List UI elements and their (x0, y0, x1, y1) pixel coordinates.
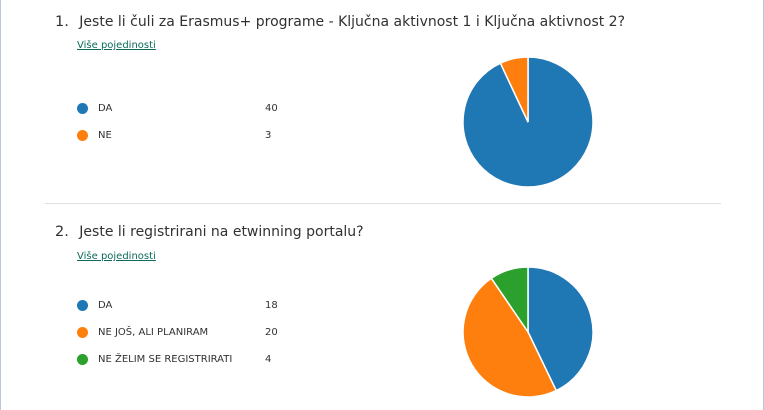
legend-count: 40 (265, 102, 278, 114)
legend-item: DA 18 (77, 297, 287, 313)
legend-label: NE JOŠ, ALI PLANIRAM (98, 326, 209, 338)
legend-label: NE (98, 129, 112, 141)
question-text: Jeste li registrirani na etwinning porta… (79, 224, 364, 240)
legend-label: DA (98, 299, 113, 311)
legend-swatch (77, 129, 88, 141)
question-number: 1. (55, 14, 69, 30)
divider (45, 203, 721, 204)
pie-slice-2 (499, 56, 529, 123)
legend-count: 4 (265, 353, 272, 365)
more-details-link[interactable]: Više pojedinosti (77, 251, 156, 262)
legend-item: NE 3 (77, 127, 287, 143)
legend-item: DA 40 (77, 100, 287, 116)
question-2-title: 2. Jeste li registrirani na etwinning po… (55, 224, 364, 240)
legend-label: DA (98, 102, 113, 114)
legend-count: 3 (265, 129, 272, 141)
pie-slice-2 (462, 277, 558, 398)
legend-swatch (77, 102, 88, 114)
pie-chart (462, 266, 594, 398)
more-details-link[interactable]: Više pojedinosti (77, 40, 156, 51)
question-number: 2. (55, 224, 69, 240)
pie-slice-1 (527, 266, 594, 392)
legend-label: NE ŽELIM SE REGISTRIRATI (98, 353, 233, 365)
legend-item: NE ŽELIM SE REGISTRIRATI 4 (77, 351, 287, 367)
pie-slice-3 (490, 266, 529, 335)
question-1-title: 1. Jeste li čuli za Erasmus+ programe - … (55, 14, 625, 30)
legend-item: NE JOŠ, ALI PLANIRAM 20 (77, 324, 287, 340)
question-2: 2. Jeste li registrirani na etwinning po… (1, 212, 764, 410)
legend-swatch (77, 353, 88, 365)
legend-swatch (77, 326, 88, 338)
legend-count: 18 (265, 299, 278, 311)
legend-swatch (77, 299, 88, 311)
legend-count: 20 (265, 326, 278, 338)
pie-chart (462, 56, 594, 188)
question-text: Jeste li čuli za Erasmus+ programe - Klj… (79, 14, 626, 30)
question-1: 1. Jeste li čuli za Erasmus+ programe - … (1, 0, 764, 200)
